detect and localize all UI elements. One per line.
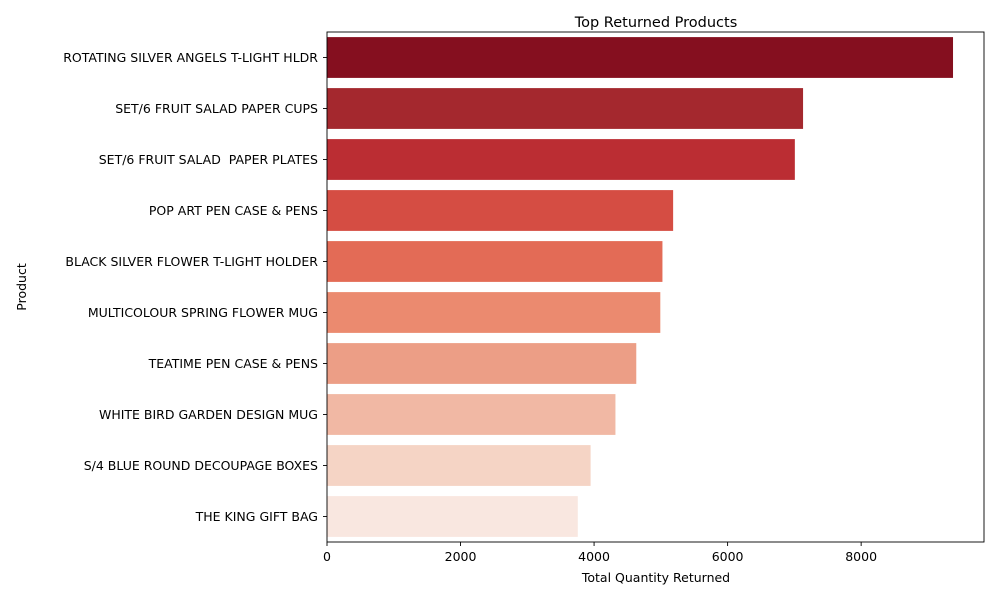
x-axis-ticks-group: 0 2000 4000 6000 8000 (323, 542, 877, 564)
y-tick-label: THE KING GIFT BAG (195, 509, 318, 524)
category-labels-group: ROTATING SILVER ANGELS T-LIGHT HLDR SET/6… (63, 50, 327, 524)
bar (327, 394, 616, 435)
x-tick-label: 2000 (445, 549, 477, 564)
y-tick-label: POP ART PEN CASE & PENS (149, 203, 318, 218)
bars-group (327, 37, 954, 537)
x-axis-label: Total Quantity Returned (581, 570, 730, 585)
y-tick-label: S/4 BLUE ROUND DECOUPAGE BOXES (84, 458, 318, 473)
bar (327, 343, 637, 384)
x-tick-label: 8000 (845, 549, 877, 564)
bar (327, 37, 954, 78)
bar (327, 88, 804, 129)
y-tick-label: SET/6 FRUIT SALAD PAPER CUPS (115, 101, 318, 116)
bar (327, 496, 578, 537)
chart-title: Top Returned Products (574, 15, 738, 31)
y-tick-label: MULTICOLOUR SPRING FLOWER MUG (88, 305, 318, 320)
x-tick-label: 6000 (712, 549, 744, 564)
y-tick-label: SET/6 FRUIT SALAD PAPER PLATES (99, 152, 318, 167)
y-tick-label: TEATIME PEN CASE & PENS (148, 356, 318, 371)
plot-area-frame (326, 31, 985, 543)
y-tick-label: BLACK SILVER FLOWER T-LIGHT HOLDER (65, 254, 318, 269)
y-tick-label: WHITE BIRD GARDEN DESIGN MUG (99, 407, 318, 422)
y-tick-label: ROTATING SILVER ANGELS T-LIGHT HLDR (63, 50, 318, 65)
y-axis-label: Product (14, 263, 29, 311)
x-tick-label: 0 (323, 549, 331, 564)
x-tick-label: 4000 (578, 549, 610, 564)
bar (327, 139, 795, 180)
bar (327, 445, 591, 486)
bar (327, 241, 663, 282)
bar (327, 190, 674, 231)
bar (327, 292, 661, 333)
